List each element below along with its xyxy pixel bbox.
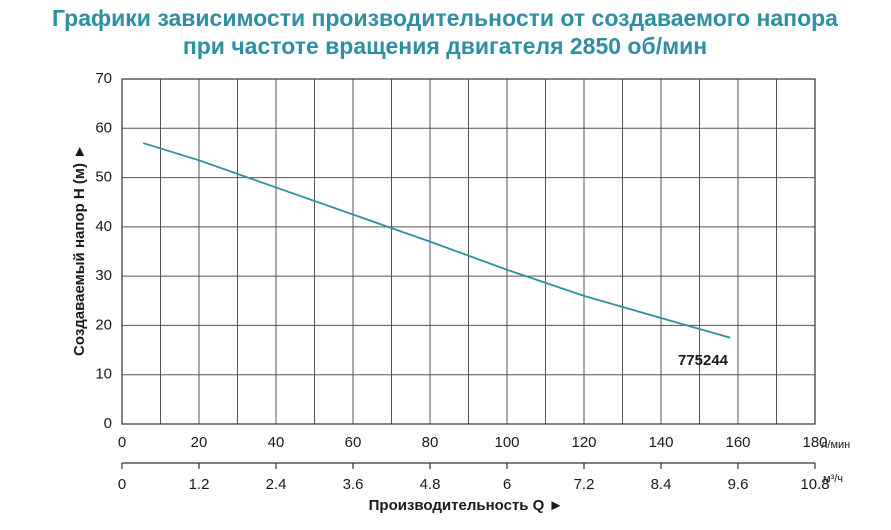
x2-tick-label: 8.4 <box>651 476 672 493</box>
y-tick-label: 20 <box>95 316 112 333</box>
y-tick-label: 0 <box>104 415 112 432</box>
x-unit: л/мин <box>821 439 850 451</box>
x2-tick-label: 3.6 <box>343 476 364 493</box>
x2-tick-label: 2.4 <box>266 476 287 493</box>
x-tick-label: 60 <box>345 434 362 451</box>
chart-title: при частоте вращения двигателя 2850 об/м… <box>183 33 707 59</box>
chart-title: Графики зависимости производительности о… <box>52 5 838 31</box>
x2-tick-label: 9.6 <box>728 476 749 493</box>
x-tick-label: 140 <box>648 434 673 451</box>
y-tick-label: 40 <box>95 218 112 235</box>
x-tick-label: 20 <box>191 434 208 451</box>
x2-tick-label: 4.8 <box>420 476 441 493</box>
x2-tick-label: 1.2 <box>189 476 210 493</box>
x2-tick-label: 6 <box>503 476 511 493</box>
x-tick-label: 80 <box>422 434 439 451</box>
x2-tick-label: 7.2 <box>574 476 595 493</box>
y-axis-label: Создаваемый напор H (м) ► <box>71 144 88 356</box>
series-label: 775244 <box>678 352 729 369</box>
x-tick-label: 120 <box>571 434 596 451</box>
x2-tick-label: 0 <box>118 476 126 493</box>
x-tick-label: 100 <box>494 434 519 451</box>
line-series <box>142 142 731 339</box>
x2-tick-label: 10.8 <box>800 476 829 493</box>
x-tick-label: 40 <box>268 434 285 451</box>
y-tick-label: 30 <box>95 267 112 284</box>
x-axis-label: Производительность Q ► <box>369 497 564 514</box>
x-tick-label: 180 <box>802 434 827 451</box>
x-tick-label: 160 <box>725 434 750 451</box>
plot-frame <box>121 78 816 425</box>
y-tick-label: 70 <box>95 70 112 87</box>
x-tick-label: 0 <box>118 434 126 451</box>
y-tick-label: 50 <box>95 169 112 186</box>
x2-unit: м³/ч <box>823 473 843 485</box>
y-tick-label: 60 <box>95 119 112 136</box>
y-tick-label: 10 <box>95 366 112 383</box>
